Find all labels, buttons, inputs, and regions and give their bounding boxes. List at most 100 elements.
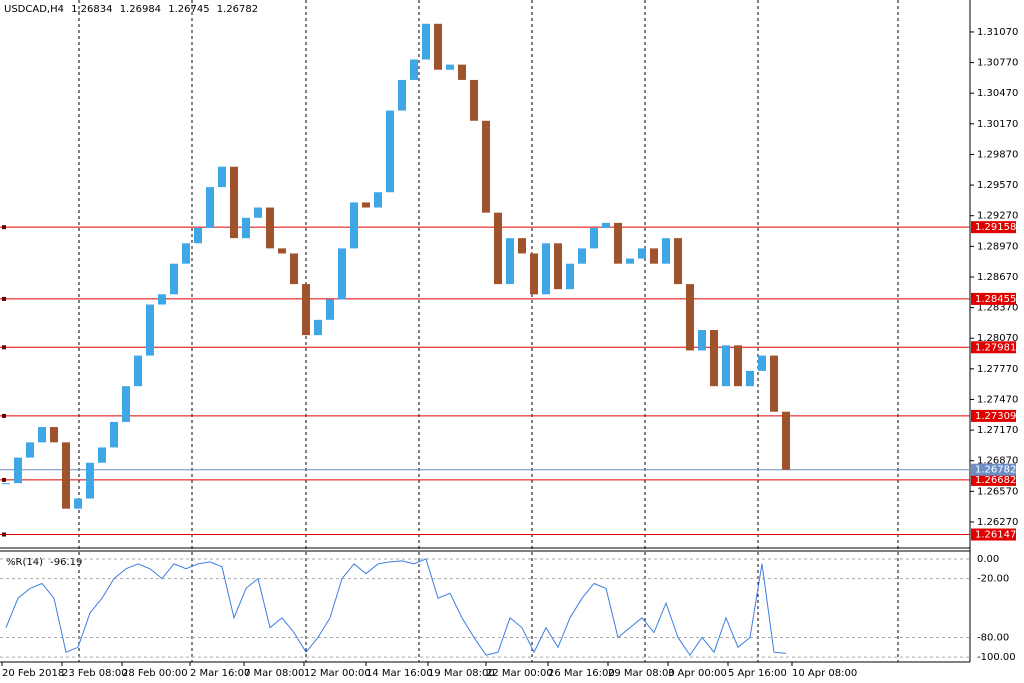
- current-price-box: [971, 463, 1016, 476]
- price-tick-label: 1.26570: [977, 486, 1018, 497]
- candle-body: [302, 284, 310, 336]
- candle-body: [98, 447, 106, 463]
- candle-body: [638, 248, 646, 259]
- time-label: 23 Feb 08:00: [62, 668, 128, 679]
- price-tick-label: 1.28070: [977, 333, 1018, 344]
- time-label: 7 Mar 08:00: [244, 668, 304, 679]
- indicator-tick-label: 0.00: [977, 554, 999, 565]
- candle-body: [470, 79, 478, 121]
- level-label: 1.26147: [975, 530, 1016, 541]
- candle-body: [626, 258, 634, 264]
- price-tick-label: 1.30470: [977, 88, 1018, 99]
- level-label: 1.27309: [975, 411, 1016, 422]
- candle-body: [554, 243, 562, 290]
- level-box: [971, 473, 1016, 486]
- price-tick-label: 1.27470: [977, 394, 1018, 405]
- candle-body: [290, 253, 298, 285]
- level-marker: [2, 477, 6, 482]
- candle-body: [278, 248, 286, 254]
- candle-body: [326, 299, 334, 320]
- chart-header: USDCAD,H4 1.26834 1.26984 1.26745 1.2678…: [4, 4, 258, 15]
- indicator-value: -96.19: [50, 557, 82, 568]
- candle-body: [314, 319, 322, 336]
- candle-body: [182, 243, 190, 264]
- candle-body: [434, 23, 442, 70]
- price-tick-label: 1.28970: [977, 241, 1018, 252]
- candle-body: [734, 345, 742, 387]
- price-tick-label: 1.29270: [977, 211, 1018, 222]
- candle-body: [422, 23, 430, 60]
- price-tick-label: 1.29870: [977, 149, 1018, 160]
- time-label: 14 Mar 16:00: [366, 668, 433, 679]
- candle-body: [506, 238, 514, 285]
- candle-body: [614, 222, 622, 264]
- candle-body: [410, 59, 418, 80]
- level-box: [971, 528, 1016, 541]
- level-box: [971, 409, 1016, 422]
- price-tick-label: 1.28370: [977, 303, 1018, 314]
- candle-body: [62, 442, 70, 509]
- candle-body: [518, 238, 526, 254]
- candle-body: [686, 284, 694, 351]
- candle-body: [254, 207, 262, 218]
- candle-body: [566, 263, 574, 290]
- candle-body: [134, 355, 142, 387]
- level-label: 1.27981: [975, 342, 1016, 353]
- level-box: [971, 292, 1016, 305]
- level-marker: [2, 345, 6, 350]
- candle-body: [770, 355, 778, 412]
- candle-body: [230, 166, 238, 239]
- candle-body: [494, 212, 502, 285]
- candle-body: [218, 166, 226, 188]
- candle-body: [458, 64, 466, 80]
- candle-body: [206, 187, 214, 228]
- candle-body: [50, 427, 58, 443]
- candle-body: [602, 222, 610, 228]
- candle-body: [782, 411, 790, 470]
- level-box: [971, 341, 1016, 354]
- candle-body: [266, 207, 274, 249]
- candle-body: [110, 421, 118, 448]
- indicator-header: %R(14) -96.19: [6, 557, 82, 568]
- open: 1.26834: [71, 4, 112, 15]
- indicator-tick-label: -20.00: [977, 574, 1009, 585]
- candle-body: [170, 263, 178, 295]
- level-marker: [2, 296, 6, 301]
- time-label: 22 Mar 00:00: [486, 668, 553, 679]
- indicator-tick-label: -100.00: [977, 652, 1016, 663]
- time-label: 29 Mar 08:00: [608, 668, 675, 679]
- level-box: [971, 221, 1016, 234]
- time-label: 20 Feb 2018: [2, 668, 64, 679]
- level-label: 1.26682: [975, 475, 1016, 486]
- level-label: 1.28455: [975, 294, 1016, 305]
- candle-body: [14, 457, 22, 484]
- level-marker: [2, 532, 6, 537]
- level-label: 1.29158: [975, 222, 1016, 233]
- price-tick-label: 1.31070: [977, 27, 1018, 38]
- low: 1.26745: [168, 4, 209, 15]
- candle-body: [374, 192, 382, 208]
- candle-body: [698, 330, 706, 351]
- candle-body: [662, 238, 670, 264]
- candle-body: [758, 355, 766, 371]
- time-label: 28 Feb 00:00: [122, 668, 188, 679]
- indicator-name: %R(14): [6, 557, 43, 568]
- symbol: USDCAD,H4: [4, 4, 64, 15]
- price-tick-label: 1.27170: [977, 425, 1018, 436]
- price-tick-label: 1.28670: [977, 272, 1018, 283]
- price-tick-label: 1.26270: [977, 517, 1018, 528]
- candle-body: [710, 330, 718, 387]
- price-tick-label: 1.30770: [977, 58, 1018, 69]
- candle-body: [590, 227, 598, 249]
- candle-body: [2, 483, 10, 485]
- time-label: 26 Mar 16:00: [548, 668, 615, 679]
- time-label: 2 Mar 16:00: [190, 668, 250, 679]
- candle-body: [446, 64, 454, 70]
- level-marker: [2, 413, 6, 418]
- candle-body: [194, 227, 202, 244]
- level-marker: [2, 225, 6, 230]
- candle-body: [362, 202, 370, 208]
- candle-body: [674, 238, 682, 285]
- time-label: 19 Mar 08:00: [428, 668, 495, 679]
